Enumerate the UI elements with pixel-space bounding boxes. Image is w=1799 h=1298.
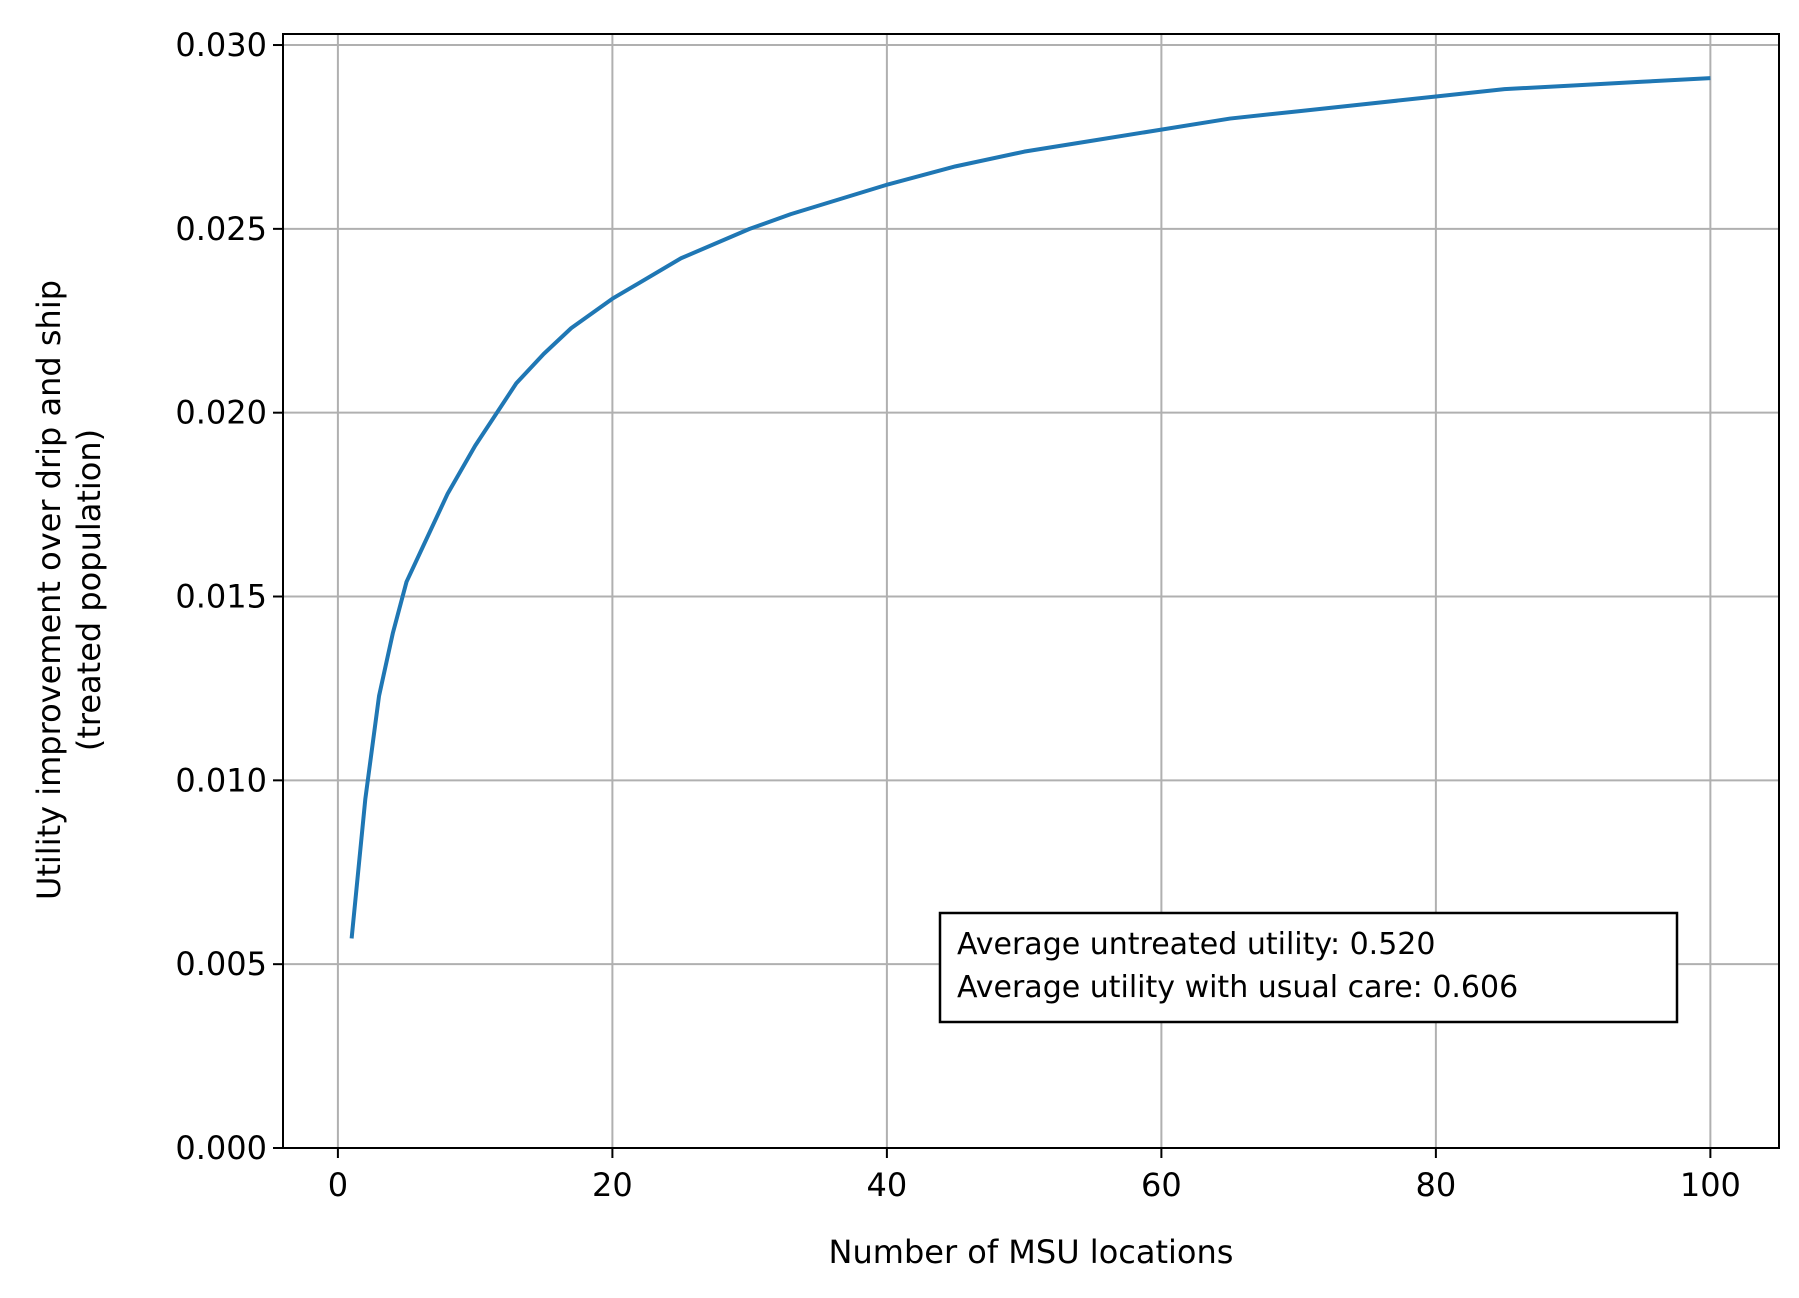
y-axis-label-line-1: Utility improvement over drip and ship	[30, 280, 68, 900]
y-tick-label: 0.025	[175, 210, 267, 248]
ticks: 0 20 40 60 80 100 0.000 0.005 0.010 0.015 0.020 0.0…	[175, 26, 1741, 1204]
series-layer	[349, 76, 1711, 939]
y-tick-label: 0.020	[175, 394, 267, 432]
y-axis-label-line-2: (treated population)	[70, 429, 108, 751]
x-tick-label: 0	[328, 1166, 348, 1204]
x-tick-label: 60	[1141, 1166, 1182, 1204]
series-line	[349, 76, 1711, 939]
x-tick-label: 20	[592, 1166, 633, 1204]
annotation-frame	[938, 911, 1679, 1024]
x-tick-label: 100	[1680, 1166, 1741, 1204]
y-tick-label: 0.000	[175, 1129, 267, 1167]
y-tick-label: 0.005	[175, 945, 267, 983]
x-tick-label: 40	[867, 1166, 908, 1204]
grid	[283, 34, 1779, 1149]
plot-frame	[282, 33, 1780, 1149]
x-axis-label: Number of MSU locations	[829, 1233, 1234, 1271]
y-tick-label: 0.010	[175, 761, 267, 799]
x-tick-label: 80	[1416, 1166, 1457, 1204]
annotation-box: Average untreated utility: 0.520 Average…	[938, 911, 1679, 1024]
y-tick-label: 0.030	[175, 26, 267, 64]
annotation-line-1: Average untreated utility: 0.520	[957, 927, 1435, 962]
annotation-line-2: Average utility with usual care: 0.606	[957, 970, 1518, 1005]
y-tick-label: 0.015	[175, 578, 267, 616]
